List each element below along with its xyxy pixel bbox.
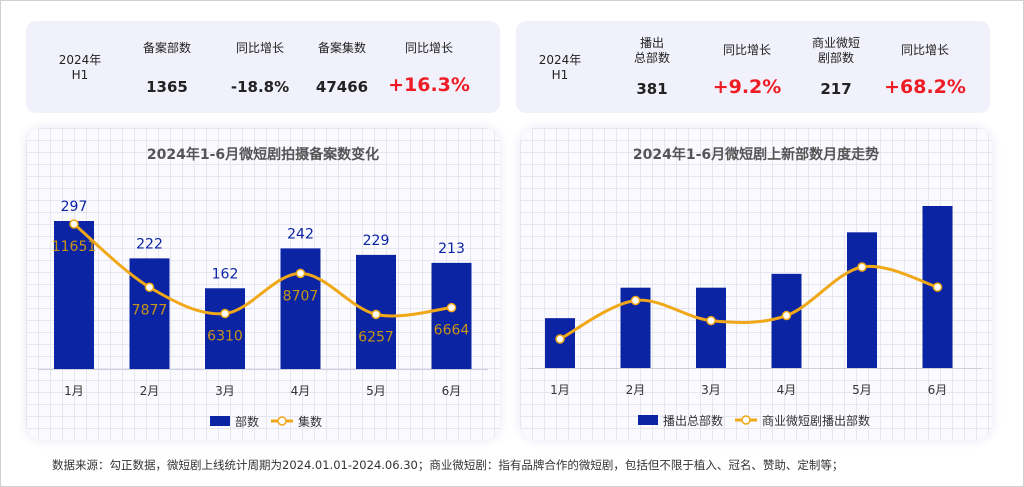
bar-部数: [431, 262, 472, 369]
bar-部数: [54, 221, 94, 369]
line-point: [706, 315, 716, 326]
x-tick-label: 2月: [140, 384, 160, 398]
stat-value-episode-count: 47466: [315, 78, 369, 96]
stat-value-yoy-commercial: +68.2%: [884, 76, 966, 98]
line-data-label: 11651: [52, 239, 97, 255]
stats-period: 2024年 H1: [538, 53, 582, 82]
line-point: [69, 219, 79, 229]
x-tick-label: 3月: [701, 383, 721, 397]
bar-data-label: 297: [61, 199, 88, 215]
footnote-source: 数据来源：勾正数据，微短剧上线统计周期为2024.01.01-2024.06.3…: [52, 458, 844, 472]
stat-header-yoy: 同比增长: [235, 41, 284, 55]
x-tick-label: 4月: [777, 383, 797, 397]
x-tick-label: 1月: [64, 384, 84, 398]
line-point: [144, 282, 155, 293]
x-tick-label: 6月: [442, 384, 462, 398]
stat-header-commercial-count: 商业微短 剧部数: [811, 36, 860, 65]
chart-card-broadcast: 2024年1-6月微短剧上新部数月度走势 1月 2月 3月 4月 5月 6月播出总部数 商业微…: [520, 128, 992, 440]
legend-bar-swatch: [210, 416, 230, 426]
stat-header-filing-count: 备案部数: [142, 41, 191, 55]
x-tick-label: 1月: [550, 383, 570, 397]
chart-filing: 2024年1-6月微短剧拍摄备案数变化 297 222 162 242 229 213 1月 2…: [38, 146, 488, 429]
line-point: [446, 302, 457, 313]
line-point: [781, 310, 792, 321]
line-point: [857, 262, 867, 272]
chart-title: 2024年1-6月微短剧拍摄备案数变化: [147, 146, 379, 163]
line-point: [555, 334, 565, 344]
x-tick-label: 3月: [215, 384, 235, 398]
legend-line-marker: [741, 415, 751, 425]
stats-card-broadcast: 2024年 H1 播出 总部数 同比增长 商业微短 剧部数 同比增长 381 +9.2…: [516, 21, 990, 113]
bar-部数: [205, 288, 245, 369]
chart-card-filing: 2024年1-6月微短剧拍摄备案数变化 297 222 162 242 229 213 1月 2…: [26, 128, 500, 440]
stat-header-yoy: 同比增长: [722, 43, 771, 57]
bar-播出总部数: [696, 287, 726, 368]
legend-bar-swatch: [638, 415, 658, 425]
line-data-label: 6310: [207, 329, 243, 345]
bar-data-label: 229: [363, 233, 390, 249]
bar-data-label: 242: [287, 226, 314, 242]
chart-title: 2024年1-6月微短剧上新部数月度走势: [633, 146, 879, 163]
stat-header-episode-count: 备案集数: [317, 41, 366, 55]
stats-period: 2024年 H1: [58, 53, 102, 82]
stat-header-broadcast-total: 播出 总部数: [633, 36, 670, 65]
stat-value-broadcast-total: 381: [636, 80, 668, 98]
bar-播出总部数: [847, 232, 877, 368]
stat-value-yoy-episodes: +16.3%: [388, 74, 470, 96]
legend-label: 播出总部数: [663, 413, 723, 428]
stat-value-yoy: -18.8%: [230, 78, 290, 96]
x-tick-label: 5月: [852, 383, 872, 397]
bar-data-label: 222: [136, 236, 163, 252]
line-data-label: 7877: [132, 302, 168, 318]
line-data-label: 8707: [283, 288, 319, 304]
stat-value-yoy: +9.2%: [712, 76, 782, 98]
line-point: [371, 309, 381, 320]
stat-header-yoy-commercial: 同比增长: [900, 43, 949, 57]
line-point: [630, 295, 641, 306]
x-tick-label: 6月: [928, 383, 948, 397]
legend-line-marker: [277, 416, 287, 426]
x-tick-label: 5月: [366, 384, 386, 398]
line-data-label: 6257: [358, 329, 394, 345]
x-tick-label: 2月: [626, 383, 646, 397]
stats-card-filing: 2024年 H1 备案部数 同比增长 备案集数 同比增长 1365 -18.8% …: [26, 21, 500, 113]
bar-data-label: 162: [212, 266, 239, 282]
stat-header-yoy-episodes: 同比增长: [404, 41, 453, 55]
bar-播出总部数: [771, 273, 802, 368]
x-tick-label: 4月: [291, 384, 311, 398]
line-data-label: 6664: [434, 323, 470, 339]
line-series-商业微短剧播出部数: [559, 264, 938, 341]
bar-data-label: 213: [438, 241, 465, 257]
bar-部数: [280, 248, 321, 369]
legend-label: 部数: [235, 414, 259, 429]
legend-label: 集数: [298, 414, 322, 429]
legend-label: 商业微短剧播出部数: [762, 413, 870, 428]
stat-value-filing-count: 1365: [146, 78, 188, 96]
stat-value-commercial-count: 217: [820, 80, 852, 98]
line-point: [220, 308, 230, 319]
line-point: [932, 282, 943, 292]
line-point: [295, 268, 306, 279]
